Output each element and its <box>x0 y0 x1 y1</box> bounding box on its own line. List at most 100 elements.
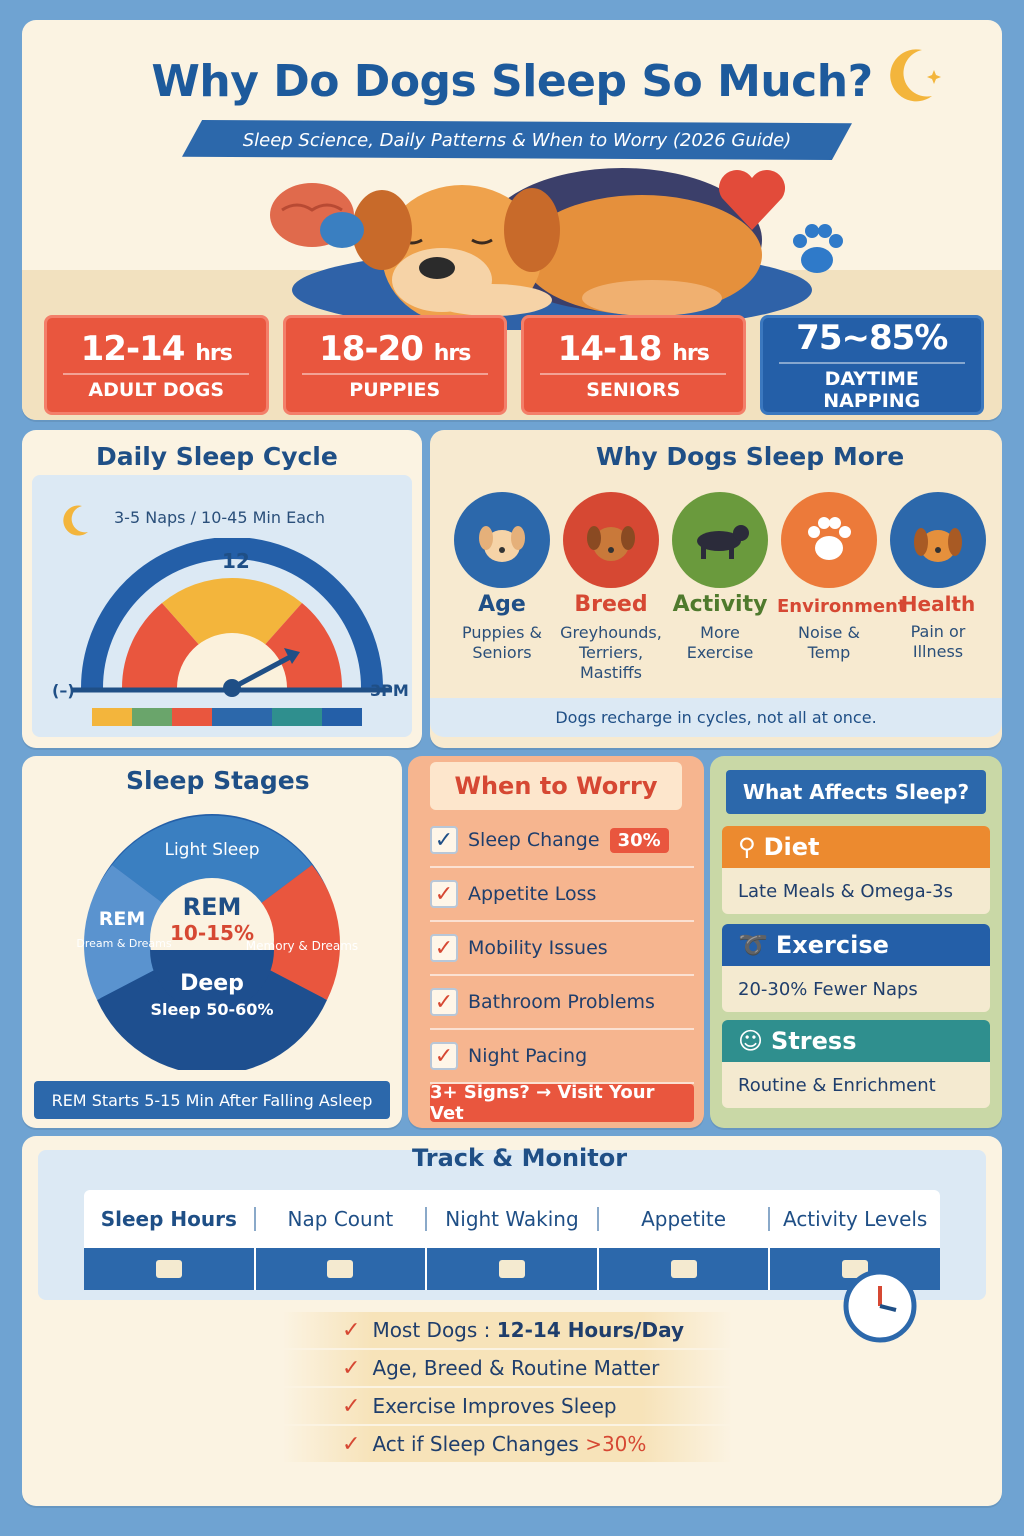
stage-deep-pct: Sleep 50-60% <box>151 1000 274 1019</box>
stats-row: 12-14 hrs ADULT DOGS 18-20 hrs PUPPIES 1… <box>44 315 984 415</box>
paw-icon <box>781 492 877 588</box>
checkmark-icon: ✓ <box>430 826 458 854</box>
track-title: Track & Monitor <box>412 1144 628 1172</box>
track-col: Activity Levels <box>782 1207 928 1231</box>
stage-center-pct: 10-15% <box>170 921 254 945</box>
worry-title: When to Worry <box>430 762 682 810</box>
pct-badge: 30% <box>609 827 669 853</box>
reason-desc: Noise & Temp <box>798 623 860 662</box>
checkmark-icon: ✓ <box>430 934 458 962</box>
checkmark-icon: ✓ <box>430 1042 458 1070</box>
affect-diet: ⚲ Diet Late Meals & Omega-3s <box>722 826 990 914</box>
stage-light: Light Sleep <box>164 840 259 860</box>
diet-icon: ⚲ <box>738 833 756 861</box>
summary-item: ✓ Age, Breed & Routine Matter <box>282 1350 732 1386</box>
checkmark-icon: ✓ <box>430 880 458 908</box>
worry-item: ✓ Bathroom Problems <box>430 976 694 1030</box>
dial-left-label: (–) <box>52 681 75 700</box>
dial-top-label: 12 <box>222 549 250 573</box>
worry-item: ✓ Sleep Change 30% <box>430 814 694 868</box>
reason-label: Breed <box>574 592 648 617</box>
sick-dog-icon <box>890 492 986 588</box>
stat-seniors: 14-18 hrs SENIORS <box>521 315 746 415</box>
page-title: Why Do Dogs Sleep So Much? <box>151 56 873 107</box>
worry-item: ✓ Appetite Loss <box>430 868 694 922</box>
daily-cycle-title: Daily Sleep Cycle <box>96 442 338 471</box>
reason-label: Environment <box>777 596 907 617</box>
reason-breed: Breed Greyhounds, Terriers, Mastiffs <box>559 492 663 683</box>
stages-title: Sleep Stages <box>126 766 310 795</box>
stage-right-sub: Memory & Dreams <box>246 939 358 953</box>
checkmark-icon: ✓ <box>342 1317 361 1343</box>
track-data-row <box>84 1248 940 1290</box>
stat-daytime-napping: 75~85% DAYTIME NAPPING <box>759 315 984 415</box>
moon-small-icon <box>63 505 88 536</box>
stat-adult-dogs: 12-14 hrs ADULT DOGS <box>44 315 269 415</box>
subtitle-banner: Sleep Science, Daily Patterns & When to … <box>182 120 852 160</box>
smiley-icon: ☺ <box>738 1027 764 1055</box>
reasons-row: Age Puppies & Seniors Breed Greyhounds, … <box>450 492 990 683</box>
moon-icon <box>890 49 941 102</box>
reason-health: Health Pain or Illness <box>886 492 990 683</box>
affect-stress: ☺ Stress Routine & Enrichment <box>722 1020 990 1108</box>
why-sleep-more-panel: Why Dogs Sleep More Age Puppies & Senior… <box>430 430 1002 748</box>
why-note: Dogs recharge in cycles, not all at once… <box>430 698 1002 737</box>
worry-footer: 3+ Signs? → Visit Your Vet <box>430 1082 694 1124</box>
checkmark-icon: ✓ <box>430 988 458 1016</box>
summary-list: ✓ Most Dogs : 12-14 Hours/Day ✓ Age, Bre… <box>282 1312 732 1464</box>
when-to-worry-panel: When to Worry ✓ Sleep Change 30% ✓ Appet… <box>408 756 704 1128</box>
stages-footer: REM Starts 5-15 Min After Falling Asleep <box>34 1081 390 1119</box>
reason-desc: Greyhounds, Terriers, Mastiffs <box>560 623 662 682</box>
reason-activity: Activity More Exercise <box>668 492 772 683</box>
worry-item: ✓ Night Pacing <box>430 1030 694 1084</box>
checkmark-icon: ✓ <box>342 1355 361 1381</box>
sleeping-dog-illustration <box>292 168 812 330</box>
affect-exercise: ➰ Exercise 20-30% Fewer Naps <box>722 924 990 1012</box>
clock-icon <box>843 1269 917 1343</box>
track-col: Appetite <box>599 1207 771 1231</box>
worry-item: ✓ Mobility Issues <box>430 922 694 976</box>
running-dog-icon <box>672 492 768 588</box>
track-monitor-panel: Track & Monitor Sleep Hours Nap Count Ni… <box>22 1136 1002 1506</box>
reason-desc: Pain or Illness <box>910 622 966 661</box>
header-panel: Why Do Dogs Sleep So Much? Sleep Science… <box>22 20 1002 420</box>
stage-rem-left-sub: Dream & Dreams <box>76 937 172 950</box>
daily-cycle-panel: Daily Sleep Cycle 3-5 Naps / 10-45 Min E… <box>22 430 422 748</box>
affects-title: What Affects Sleep? <box>726 770 986 814</box>
heart-icon <box>718 169 786 230</box>
dial-right-label: 3PM <box>370 681 409 700</box>
reason-label: Activity <box>672 592 768 617</box>
stage-deep: Deep <box>180 971 244 996</box>
subtitle: Sleep Science, Daily Patterns & When to … <box>242 129 792 151</box>
track-col: Night Waking <box>427 1207 599 1231</box>
paw-icon <box>793 224 843 273</box>
nap-count-text: 3-5 Naps / 10-45 Min Each <box>114 508 325 527</box>
why-title: Why Dogs Sleep More <box>596 442 905 471</box>
reason-age: Age Puppies & Seniors <box>450 492 554 683</box>
track-header-row: Sleep Hours Nap Count Night Waking Appet… <box>84 1190 940 1248</box>
summary-item: ✓ Most Dogs : 12-14 Hours/Day <box>282 1312 732 1348</box>
what-affects-panel: What Affects Sleep? ⚲ Diet Late Meals & O… <box>710 756 1002 1128</box>
reason-environment: Environment Noise & Temp <box>777 492 907 683</box>
reason-desc: More Exercise <box>686 623 754 662</box>
brain-icon <box>270 183 364 248</box>
worry-list: ✓ Sleep Change 30% ✓ Appetite Loss ✓ Mob… <box>430 814 694 1084</box>
stat-puppies: 18-20 hrs PUPPIES <box>282 315 507 415</box>
reason-desc: Puppies & Seniors <box>461 623 542 662</box>
track-col: Nap Count <box>256 1207 428 1231</box>
track-col: Sleep Hours <box>84 1207 256 1231</box>
reason-label: Health <box>900 592 976 616</box>
track-table: Sleep Hours Nap Count Night Waking Appet… <box>84 1190 940 1290</box>
checkmark-icon: ✓ <box>342 1393 361 1419</box>
reason-label: Age <box>478 592 526 617</box>
exercise-icon: ➰ <box>738 931 768 959</box>
stage-rem-left: REM <box>99 908 146 930</box>
puppy-icon <box>454 492 550 588</box>
dog-icon <box>563 492 659 588</box>
stage-center-rem: REM <box>183 893 242 921</box>
checkmark-icon: ✓ <box>342 1431 361 1457</box>
summary-item: ✓ Act if Sleep Changes >30% <box>282 1426 732 1462</box>
sleep-stages-panel: Sleep Stages Light Sleep REM Dream & Dre… <box>22 756 402 1128</box>
sleep-stages-wheel: Light Sleep REM Dream & Dreams REM 10-15… <box>76 814 358 1070</box>
sleep-dial: 12 3PM (–) <box>52 538 409 726</box>
